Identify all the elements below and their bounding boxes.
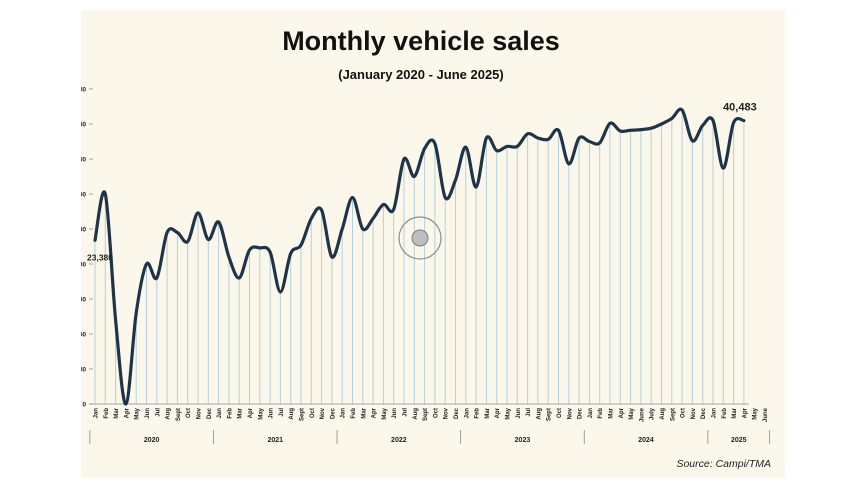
x-tick-label: Oct	[557, 408, 563, 418]
x-tick-label: Apr	[742, 407, 748, 418]
x-tick-label: Sept	[670, 408, 676, 421]
x-tick-label: Mar	[114, 407, 120, 418]
y-tick-label: 15,000	[81, 297, 86, 304]
x-tick-label: Aug	[166, 408, 172, 420]
x-tick-label: Jan	[588, 408, 594, 419]
chart-title: Monthly vehicle sales	[282, 26, 560, 56]
x-tick-label: Mar	[609, 407, 615, 418]
year-label: 2024	[638, 437, 654, 444]
x-tick-label: Dec	[578, 407, 584, 419]
year-label: 2021	[267, 437, 283, 444]
x-tick-label: Jan	[341, 408, 347, 419]
x-tick-label: Apr	[248, 407, 254, 418]
x-tick-label: Sept	[176, 408, 182, 421]
x-tick-label: Feb	[475, 408, 481, 419]
x-tick-label: Feb	[227, 408, 233, 419]
x-tick-label: Sept	[423, 408, 429, 421]
x-tick-label: Oct	[681, 408, 687, 418]
x-tick-label: Aug	[660, 408, 666, 420]
x-tick-label: Jan	[217, 408, 223, 419]
x-tick-label: Aug	[289, 408, 295, 420]
x-tick-label: Sept	[300, 408, 306, 421]
x-tick-label: May	[135, 407, 141, 419]
x-tick-label: Apr	[124, 407, 130, 418]
x-tick-label: May	[629, 407, 635, 419]
x-tick-label: May	[753, 407, 759, 419]
chart-panel: Monthly vehicle sales (January 2020 - Ju…	[81, 10, 785, 478]
x-tick-label: Sept	[547, 408, 553, 421]
x-tick-label: Jan	[464, 408, 470, 419]
x-tick-label: Nov	[567, 407, 573, 419]
x-tick-label: Dec	[701, 407, 707, 419]
y-tick-label: 45,000	[81, 87, 86, 94]
y-tick-label: 5,000	[81, 367, 86, 374]
vehicle-sales-chart: Monthly vehicle sales (January 2020 - Ju…	[81, 26, 771, 470]
x-tick-label: Jun	[392, 408, 398, 419]
marker-circle	[398, 216, 442, 260]
chart-subtitle: (January 2020 - June 2025)	[338, 67, 503, 82]
x-tick-label: Feb	[351, 408, 357, 419]
x-tick-label: Aug	[536, 408, 542, 420]
x-tick-label: Dec	[330, 407, 336, 419]
x-tick-label: June	[639, 407, 645, 422]
x-tick-label: Dec	[207, 407, 213, 419]
x-tick-label: June	[763, 407, 769, 422]
x-tick-label: Feb	[722, 408, 728, 419]
x-tick-label: May	[506, 407, 512, 419]
data-label-group: 23,380 40,483	[87, 102, 757, 263]
x-tick-label: Mar	[732, 407, 738, 418]
x-tick-label: Jan	[712, 408, 718, 419]
x-tick-label: Mar	[238, 407, 244, 418]
x-tick-label: Jul	[526, 408, 532, 417]
x-tick-label: Oct	[433, 408, 439, 418]
y-axis: 0 5,000 10,000 15,000 20,000 25,000 30,000 35,0…	[81, 87, 93, 409]
x-tick-label: Feb	[598, 408, 604, 419]
data-label: 40,483	[723, 102, 757, 114]
x-tick-label: May	[258, 407, 264, 419]
sales-line	[93, 107, 746, 406]
y-tick-label: 40,000	[81, 122, 86, 129]
x-tick-label: Oct	[310, 408, 316, 418]
x-tick-label: Nov	[320, 407, 326, 419]
y-tick-label: 0	[82, 402, 86, 409]
x-tick-label: Jan	[94, 408, 100, 419]
year-label: 2020	[144, 437, 160, 444]
source-note: Source: Campi/TMA	[676, 458, 771, 470]
x-tick-label: Feb	[104, 408, 110, 419]
x-tick-label: May	[382, 407, 388, 419]
year-label: 2025	[731, 437, 747, 444]
y-tick-label: 10,000	[81, 332, 86, 339]
x-tick-label: Jul	[403, 408, 409, 417]
x-tick-label: Mar	[361, 407, 367, 418]
data-label: 23,380	[87, 252, 113, 262]
year-label: 2022	[391, 437, 407, 444]
year-label: 2023	[515, 437, 531, 444]
x-tick-label: Apr	[495, 407, 501, 418]
y-tick-label: 25,000	[81, 227, 86, 234]
x-tick-label: Nov	[691, 407, 697, 419]
x-tick-label: Apr	[372, 407, 378, 418]
x-axis: Jan Feb Mar Apr May Jun Jul Aug Sept Oct Nov Dec Jan…	[89, 403, 771, 444]
x-tick-label: July	[650, 407, 656, 420]
stem-group	[94, 110, 745, 404]
x-tick-label: Jul	[155, 408, 161, 417]
x-tick-label: Jun	[145, 408, 151, 419]
y-tick-label: 30,000	[81, 192, 86, 199]
x-tick-label: Oct	[186, 408, 192, 418]
x-tick-label: Aug	[413, 408, 419, 420]
x-tick-label: Mar	[485, 407, 491, 418]
x-tick-label: Jul	[279, 408, 285, 417]
x-tick-label: Jun	[516, 408, 522, 419]
y-tick-label: 20,000	[81, 262, 86, 269]
y-tick-label: 35,000	[81, 157, 86, 164]
x-tick-label: Jun	[269, 408, 275, 419]
x-tick-label: Dec	[454, 407, 460, 419]
x-tick-label: Nov	[444, 407, 450, 419]
x-tick-label: Apr	[619, 407, 625, 418]
x-tick-label: Nov	[197, 407, 203, 419]
